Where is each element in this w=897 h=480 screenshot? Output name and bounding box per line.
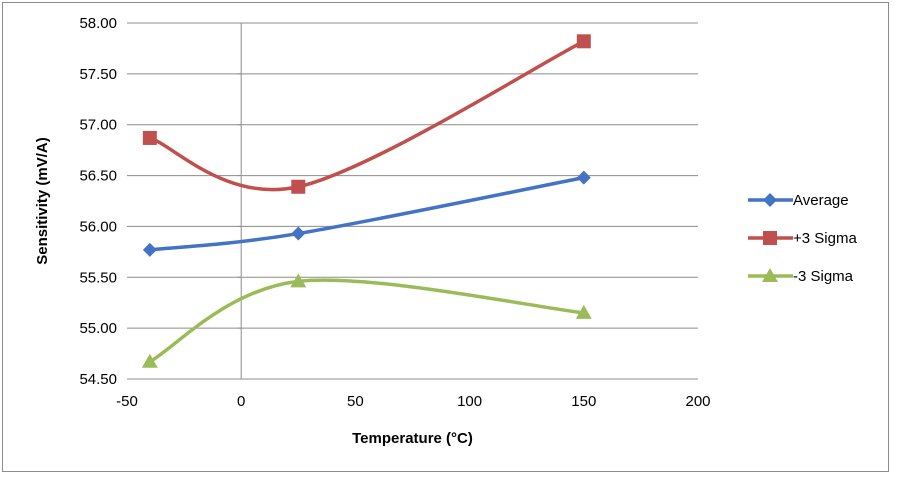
- y-tick-label: 58.00: [79, 15, 117, 32]
- chart: 54.50 55.00 55.50 56.00 56.50 57.00 57.50 58.00…: [34, 15, 857, 447]
- x-tick-label: -50: [116, 393, 138, 410]
- series-line: [148, 175, 586, 252]
- legend-item: -3 Sigma: [748, 268, 854, 285]
- series-lines: [141, 34, 592, 368]
- data-point-triangle: [575, 304, 592, 319]
- data-point-square: [291, 179, 306, 194]
- y-tick-label: 55.00: [79, 320, 117, 337]
- x-axis-title: Temperature (°C): [352, 430, 473, 447]
- data-point-triangle: [290, 273, 307, 288]
- series-line: [148, 39, 586, 192]
- y-tick-label: 56.00: [79, 218, 117, 235]
- x-tick-label: 150: [571, 393, 596, 410]
- x-tick-label: 0: [237, 393, 245, 410]
- series--3-sigma: [141, 273, 592, 368]
- legend-label: +3 Sigma: [793, 230, 857, 247]
- x-tick-label: 200: [685, 393, 710, 410]
- data-point-diamond: [576, 170, 591, 185]
- legend-item: +3 Sigma: [748, 230, 857, 247]
- legend-marker: [763, 231, 777, 245]
- x-tick-label: 50: [347, 393, 364, 410]
- legend-marker: [762, 268, 778, 282]
- y-axis-title: Sensitivity (mV/A): [34, 137, 51, 265]
- legend-label: Average: [793, 192, 849, 209]
- legend: Average +3 Sigma -3 Sigma: [748, 192, 857, 285]
- y-tick-label: 57.00: [79, 117, 117, 134]
- series--3-sigma: [142, 34, 591, 194]
- chart-frame: 54.50 55.00 55.50 56.00 56.50 57.00 57.50 58.00…: [2, 2, 889, 472]
- grid: [127, 22, 698, 380]
- legend-label: -3 Sigma: [793, 268, 854, 285]
- tick-labels: 54.50 55.00 55.50 56.00 56.50 57.00 57.50 58.00…: [79, 15, 710, 410]
- series-line: [148, 278, 586, 364]
- legend-item: Average: [748, 192, 849, 209]
- data-point-square: [142, 130, 157, 145]
- axes: [237, 22, 242, 380]
- data-point-diamond: [142, 242, 157, 257]
- data-point-diamond: [291, 226, 306, 241]
- data-point-triangle: [141, 353, 158, 368]
- y-tick-label: 54.50: [79, 371, 117, 388]
- series-average: [142, 170, 591, 257]
- data-point-square: [576, 34, 591, 49]
- y-tick-label: 57.50: [79, 66, 117, 83]
- y-tick-label: 55.50: [79, 269, 117, 286]
- x-tick-label: 100: [457, 393, 482, 410]
- legend-marker: [763, 193, 777, 207]
- y-tick-label: 56.50: [79, 168, 117, 185]
